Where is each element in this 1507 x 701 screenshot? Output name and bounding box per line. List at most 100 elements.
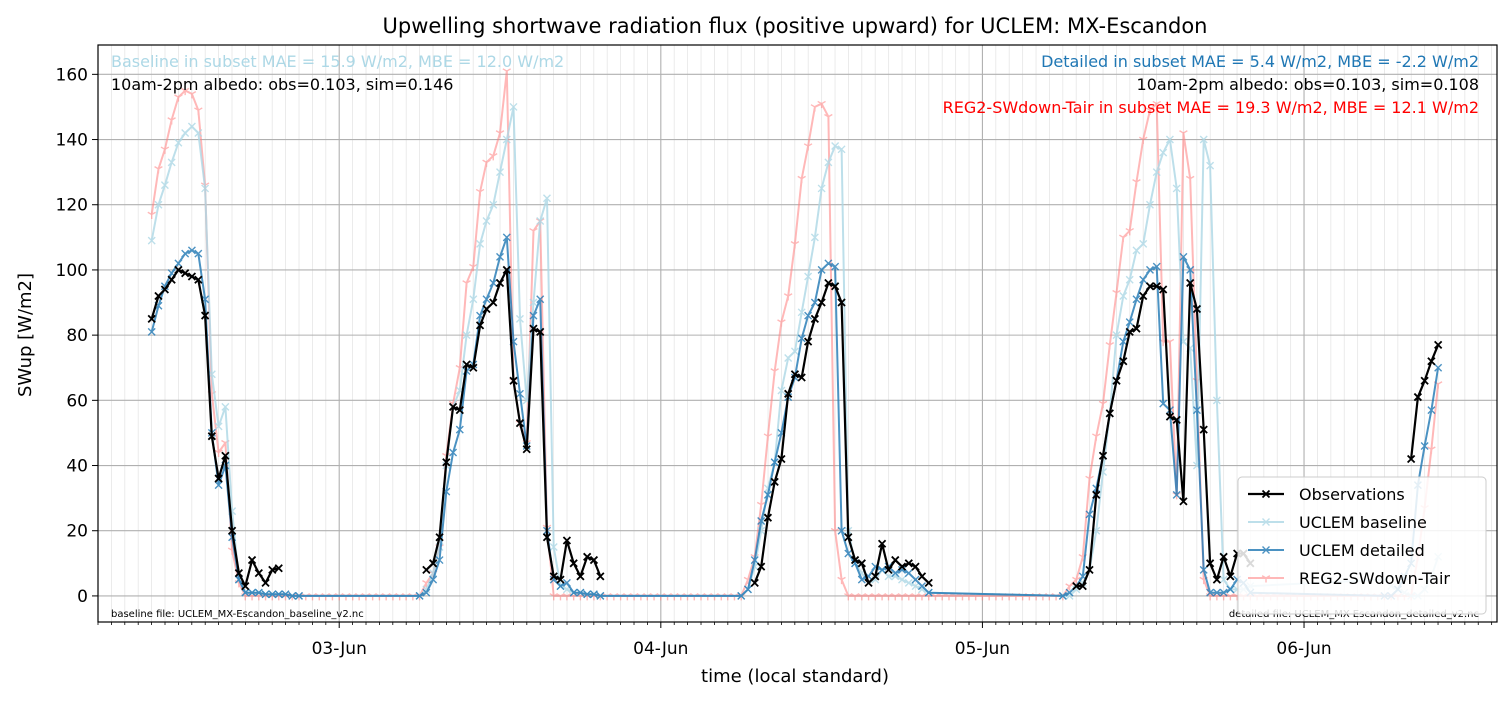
data-point-uclem-detailed [254,588,263,597]
data-point-uclem-detailed [147,327,156,336]
data-point-uclem-detailed [1420,441,1429,450]
data-point-observations [797,373,806,382]
data-point-uclem-baseline [1119,292,1128,301]
data-point-observations [194,275,203,284]
data-point-observations [1085,565,1094,574]
series-observations [147,265,1443,591]
data-point-uclem-baseline [1145,200,1154,209]
data-point-reg2-swdown-tair [1145,107,1155,115]
data-point-observations [1078,582,1087,591]
data-point-observations [810,314,820,323]
data-point-observations [596,572,605,581]
y-tick-label: 60 [66,391,88,411]
data-point-observations [1205,559,1215,568]
data-point-uclem-baseline [810,233,819,242]
data-point-reg2-swdown-tair [803,143,813,151]
data-point-uclem-detailed [1125,318,1134,327]
data-point-uclem-detailed [857,575,866,584]
legend-label-uclem-detailed: UCLEM detailed [1299,541,1425,560]
data-point-uclem-baseline [549,543,558,552]
data-point-reg2-swdown-tair [167,117,176,125]
series-layer [147,68,1443,601]
data-point-uclem-baseline [462,331,471,340]
data-point-reg2-swdown-tair [462,280,471,288]
data-point-uclem-baseline [804,272,813,281]
data-point-uclem-baseline [214,422,223,431]
data-point-observations [917,572,927,581]
data-point-observations [1125,327,1134,337]
data-point-uclem-baseline [784,353,793,362]
data-point-uclem-baseline [147,236,156,245]
data-point-reg2-swdown-tair [1092,433,1101,441]
data-point-uclem-detailed [482,295,491,304]
detailed-albedo-text: 10am-2pm albedo: obs=0.103, sim=0.108 [1137,75,1479,94]
data-point-observations [489,298,498,307]
data-point-uclem-detailed [295,591,304,600]
data-point-uclem-detailed [1172,490,1181,499]
data-point-observations [509,376,518,385]
data-point-uclem-baseline [797,308,806,317]
data-point-observations [1192,304,1202,314]
data-point-uclem-baseline [1219,575,1228,584]
data-point-observations [589,555,599,565]
data-point-uclem-detailed [1132,295,1141,304]
data-point-observations [857,559,866,568]
legend-swatch-observations [1248,489,1284,499]
data-point-uclem-baseline [824,158,833,167]
data-point-uclem-detailed [160,282,169,291]
data-point-uclem-detailed [1226,585,1235,594]
data-point-observations [757,562,766,571]
data-point-uclem-detailed [743,585,752,594]
data-point-observations [556,575,565,584]
data-point-reg2-swdown-tair [495,130,505,138]
data-point-uclem-baseline [160,181,169,190]
data-point-uclem-detailed [536,295,545,304]
data-point-observations [261,578,270,588]
data-point-uclem-detailed [529,311,538,320]
x-tick-label: 03-Jun [312,639,367,659]
data-point-observations [1406,454,1416,464]
data-point-uclem-baseline [536,217,545,226]
data-point-observations [583,552,592,561]
data-point-uclem-detailed [1065,588,1074,597]
data-point-uclem-baseline [1212,396,1221,405]
data-point-uclem-detailed [1212,588,1221,597]
data-point-reg2-swdown-tair [810,104,820,112]
data-point-observations [576,572,585,581]
data-point-uclem-baseline [221,402,230,411]
data-point-uclem-detailed [174,259,183,268]
data-point-observations [1139,291,1148,301]
data-point-observations [515,419,525,428]
data-point-reg2-swdown-tair [830,527,840,536]
data-point-uclem-detailed [757,516,766,525]
data-point-reg2-swdown-tair [180,87,190,96]
data-point-observations [160,285,170,294]
data-point-uclem-detailed [268,590,277,599]
data-point-observations [884,565,893,574]
data-point-observations [803,337,813,346]
data-point-observations [181,269,190,278]
data-point-observations [529,324,538,333]
data-point-observations [549,572,558,581]
data-point-observations [455,405,464,415]
legend-marker-observations [1261,489,1271,499]
data-point-observations [428,559,438,568]
y-tick-label: 0 [77,587,88,607]
baseline-stats-text: Baseline in subset MAE = 15.9 W/m2, MBE … [111,52,564,71]
data-point-observations [790,370,800,379]
y-tick-label: 120 [56,196,88,216]
data-point-uclem-detailed [837,526,846,535]
data-point-observations [850,555,860,565]
data-point-uclem-detailed [187,246,196,255]
data-point-uclem-detailed [1152,262,1161,271]
data-point-reg2-swdown-tair [783,293,793,301]
data-point-observations [1219,552,1228,561]
data-point-uclem-detailed [763,490,772,499]
data-point-observations [1105,409,1114,418]
data-point-observations [1092,490,1101,500]
data-point-uclem-baseline [1132,246,1141,255]
data-point-reg2-swdown-tair [1138,136,1148,145]
data-point-reg2-swdown-tair [1112,289,1121,298]
data-point-observations [784,389,793,398]
data-point-uclem-baseline [891,572,900,581]
